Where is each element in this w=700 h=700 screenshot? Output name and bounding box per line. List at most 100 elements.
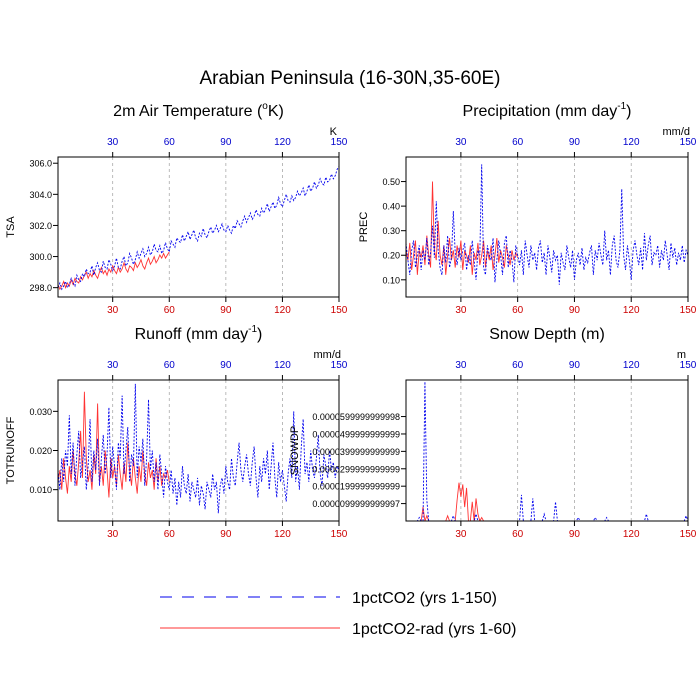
x-tick-label-top: 60 bbox=[164, 360, 176, 371]
panel-snowdp: Snow Depth (m) m 30 30 60 60 90 90 120 120 150 150 0… bbox=[289, 326, 697, 540]
x-tick-label-top: 90 bbox=[220, 360, 232, 371]
x-tick-label-top: 150 bbox=[331, 137, 348, 148]
panel-title-part: -1 bbox=[248, 324, 257, 335]
x-tick-label-top: 30 bbox=[107, 360, 119, 371]
x-tick-label-top: 150 bbox=[680, 360, 697, 371]
x-tick-label-bottom: 150 bbox=[331, 305, 348, 316]
x-tick-label-bottom: 120 bbox=[623, 529, 640, 540]
x-tick-label-bottom: 90 bbox=[569, 529, 581, 540]
x-tick-label-bottom: 60 bbox=[164, 305, 176, 316]
y-axis-label-tsa: TSA bbox=[5, 216, 17, 238]
unit-label-prec: mm/d bbox=[663, 126, 691, 138]
x-tick-label-bottom: 150 bbox=[680, 529, 697, 540]
y-tick-label: 306.0 bbox=[29, 159, 52, 169]
figure-title: Arabian Peninsula (16-30N,35-60E) bbox=[199, 68, 500, 89]
x-tick-label-bottom: 60 bbox=[512, 305, 524, 316]
x-tick-label-top: 120 bbox=[274, 137, 291, 148]
y-axis-label-runoff: TOTRUNOFF bbox=[5, 416, 17, 484]
x-tick-label-bottom: 30 bbox=[107, 529, 119, 540]
x-tick-label-top: 60 bbox=[512, 360, 524, 371]
panel-title-runoff: Runoff (mm day-1) bbox=[135, 324, 263, 343]
y-tick-label: 0.0000499999999999 bbox=[312, 429, 400, 439]
legend: 1pctCO2 (yrs 1-150) 1pctCO2-rad (yrs 1-6… bbox=[160, 590, 517, 638]
panel-title-part: ) bbox=[257, 326, 262, 343]
panel-title-part: Runoff (mm day bbox=[135, 326, 249, 343]
panel-prec: Precipitation (mm day-1) mm/d 30 30 60 60 90 90… bbox=[358, 101, 697, 316]
series-line-1pctco2 bbox=[58, 383, 339, 514]
y-tick-label: 0.0000299999999999 bbox=[312, 464, 400, 474]
y-axis-label-prec: PREC bbox=[358, 212, 370, 243]
y-tick-label: 0.0000199999999999 bbox=[312, 482, 400, 492]
x-tick-label-bottom: 60 bbox=[512, 529, 524, 540]
panel-title-part: K) bbox=[268, 103, 284, 120]
y-tick-label: 0.030 bbox=[29, 407, 52, 417]
panel-title-part: o bbox=[262, 101, 268, 112]
x-tick-label-top: 120 bbox=[274, 360, 291, 371]
plot-frame bbox=[405, 156, 689, 298]
x-tick-label-top: 120 bbox=[623, 137, 640, 148]
x-tick-label-bottom: 90 bbox=[220, 529, 232, 540]
panel-title-part: ) bbox=[626, 103, 631, 120]
y-tick-label: 300.0 bbox=[29, 252, 52, 262]
y-tick-label: 0.30 bbox=[382, 226, 400, 236]
unit-label-snowdp: m bbox=[677, 349, 686, 361]
legend-label-1pctco2: 1pctCO2 (yrs 1-150) bbox=[352, 590, 497, 607]
x-tick-label-bottom: 150 bbox=[680, 305, 697, 316]
x-tick-label-bottom: 30 bbox=[107, 305, 119, 316]
x-tick-label-top: 30 bbox=[455, 360, 467, 371]
y-tick-label: 0.020 bbox=[29, 446, 52, 456]
y-tick-label: 0.10 bbox=[382, 275, 400, 285]
panel-runoff: Runoff (mm day-1) mm/d 30 30 60 60 90 90 120 120 1… bbox=[5, 324, 348, 540]
series-line-1pctco2 bbox=[58, 166, 339, 291]
panel-title-part: 2m Air Temperature ( bbox=[113, 103, 263, 120]
x-tick-label-top: 30 bbox=[107, 137, 119, 148]
x-tick-label-bottom: 30 bbox=[455, 529, 467, 540]
y-tick-label: 0.010 bbox=[29, 485, 52, 495]
panel-title-tsa: 2m Air Temperature (oK) bbox=[113, 101, 284, 120]
x-tick-label-bottom: 30 bbox=[455, 305, 467, 316]
x-tick-label-bottom: 120 bbox=[274, 305, 291, 316]
y-tick-label: 298.0 bbox=[29, 283, 52, 293]
y-tick-label: 0.40 bbox=[382, 202, 400, 212]
x-tick-label-bottom: 120 bbox=[623, 305, 640, 316]
panel-title-part: -1 bbox=[617, 101, 626, 112]
y-tick-label: 302.0 bbox=[29, 221, 52, 231]
x-tick-label-top: 90 bbox=[569, 137, 581, 148]
x-tick-label-bottom: 90 bbox=[569, 305, 581, 316]
panel-title-part: Precipitation (mm day bbox=[463, 103, 618, 120]
y-tick-label: 0.0000399999999999 bbox=[312, 447, 400, 457]
x-tick-label-top: 150 bbox=[680, 137, 697, 148]
x-tick-label-bottom: 150 bbox=[331, 529, 348, 540]
y-tick-label: 304.0 bbox=[29, 190, 52, 200]
y-tick-label: 0.50 bbox=[382, 177, 400, 187]
panels: 2m Air Temperature (oK) K 30 30 60 60 90 90 120 1… bbox=[5, 101, 697, 540]
x-tick-label-top: 30 bbox=[455, 137, 467, 148]
plot-frame bbox=[57, 156, 340, 298]
panel-title-snowdp: Snow Depth (m) bbox=[489, 326, 605, 343]
unit-label-runoff: mm/d bbox=[314, 349, 342, 361]
plot-frame bbox=[405, 379, 689, 522]
legend-label-1pctco2-rad: 1pctCO2-rad (yrs 1-60) bbox=[352, 621, 517, 638]
x-tick-label-top: 60 bbox=[512, 137, 524, 148]
x-tick-label-top: 120 bbox=[623, 360, 640, 371]
x-tick-label-top: 90 bbox=[569, 360, 581, 371]
series-line-1pctco2-rad bbox=[58, 391, 170, 498]
y-tick-label: 0.0000099999999997 bbox=[312, 499, 400, 509]
x-tick-label-top: 60 bbox=[164, 137, 176, 148]
x-tick-label-bottom: 60 bbox=[164, 529, 176, 540]
y-axis-label-snowdp: SNOWDP bbox=[289, 426, 301, 476]
x-tick-label-bottom: 120 bbox=[274, 529, 291, 540]
x-tick-label-bottom: 90 bbox=[220, 305, 232, 316]
series-line-1pctco2 bbox=[406, 164, 688, 285]
panel-title-part: Snow Depth (m) bbox=[489, 326, 605, 343]
panel-title-prec: Precipitation (mm day-1) bbox=[463, 101, 632, 120]
x-tick-label-top: 150 bbox=[331, 360, 348, 371]
unit-label-tsa: K bbox=[330, 126, 338, 138]
x-tick-label-top: 90 bbox=[220, 137, 232, 148]
series-line-1pctco2 bbox=[406, 381, 688, 521]
panel-tsa: 2m Air Temperature (oK) K 30 30 60 60 90 90 120 1… bbox=[5, 101, 348, 316]
y-tick-label: 0.20 bbox=[382, 251, 400, 261]
series-line-1pctco2-rad bbox=[406, 482, 518, 521]
series-line-1pctco2-rad bbox=[58, 251, 170, 291]
